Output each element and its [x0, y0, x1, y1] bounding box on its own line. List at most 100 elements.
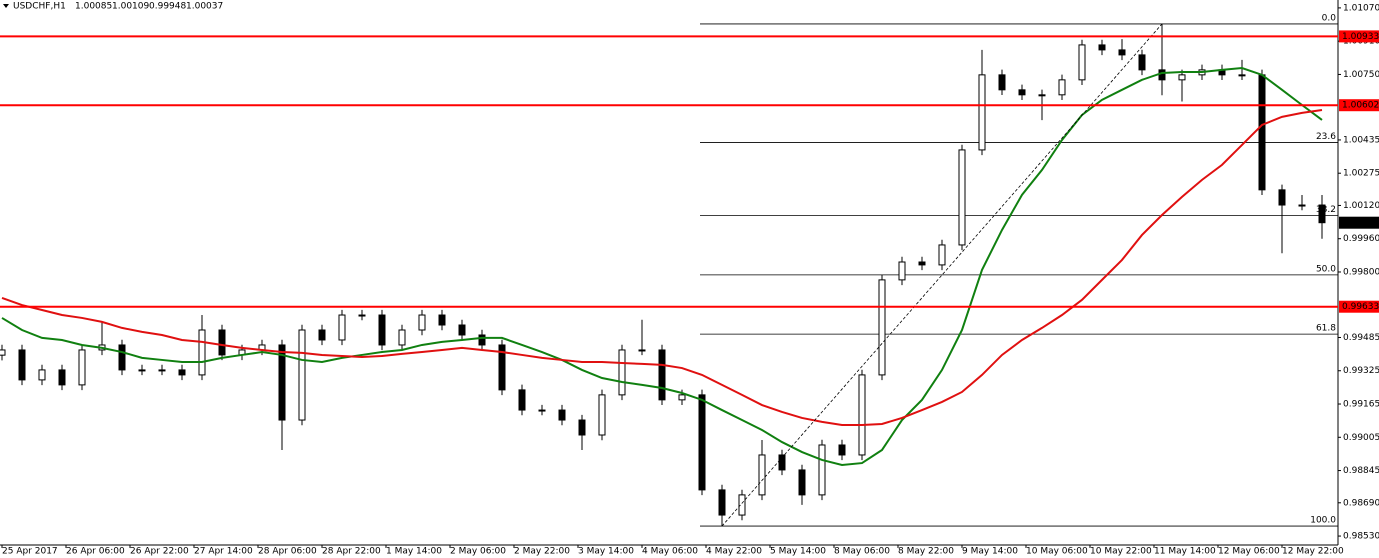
candle-body [0, 349, 6, 356]
fib-label: 23.6 [1316, 132, 1336, 142]
price-label: 1.00037 [1342, 218, 1379, 228]
x-tick-label: 8 May 22:00 [898, 547, 954, 557]
y-tick-label: 1.00275 [1343, 169, 1379, 179]
candle-body [678, 394, 686, 401]
candle-body [998, 74, 1006, 91]
x-tick-label: 9 May 14:00 [962, 547, 1018, 557]
level-label: 0.99633 [1342, 302, 1379, 312]
level-label-box [1339, 99, 1379, 112]
menu-arrow[interactable] [3, 4, 9, 8]
x-tick-label: 25 Apr 2017 [2, 547, 58, 557]
candle-body [878, 279, 886, 376]
header-low: 0.99948 [149, 2, 186, 12]
x-tick-label: 11 May 14:00 [1154, 547, 1216, 557]
candle-body [398, 329, 406, 346]
candle-body [1018, 89, 1026, 96]
candle-body [658, 349, 666, 401]
fib-label: 61.8 [1316, 324, 1336, 334]
level-label: 1.00933 [1342, 32, 1379, 42]
candle-body [898, 261, 906, 281]
level-label-box [1339, 30, 1379, 43]
x-tick-label: 26 Apr 22:00 [130, 547, 189, 557]
candle-body [518, 389, 526, 411]
fib-label: 0.0 [1322, 13, 1337, 23]
y-tick-label: 1.00435 [1343, 135, 1379, 145]
y-tick-label: 0.99485 [1343, 333, 1379, 343]
moving-average [1, 66, 1323, 466]
candle-body [638, 349, 646, 352]
x-tick-label: 1 May 14:00 [386, 547, 442, 557]
candle-body [1098, 44, 1106, 51]
y-tick-label: 1.00120 [1343, 201, 1379, 211]
candle-body [138, 369, 146, 372]
candle-body [358, 314, 366, 317]
candle-body [1158, 69, 1166, 81]
y-tick-label: 0.99800 [1343, 267, 1379, 277]
candle-body [1038, 94, 1046, 97]
moving-average [1, 109, 1323, 427]
x-tick-label: 12 May 22:00 [1282, 547, 1344, 557]
candle-body [1058, 79, 1066, 96]
candle-body [18, 349, 26, 381]
y-tick-label: 0.99325 [1343, 366, 1379, 376]
candle-body [178, 369, 186, 376]
x-tick-label: 10 May 06:00 [1026, 547, 1088, 557]
candle-body [938, 244, 946, 266]
y-tick-label: 0.99960 [1343, 234, 1379, 244]
candle-body [198, 329, 206, 376]
candle-body [598, 394, 606, 436]
x-tick-label: 2 May 06:00 [450, 547, 506, 557]
candle-body [758, 454, 766, 496]
candle-body [1138, 54, 1146, 71]
candle-body [58, 369, 66, 386]
x-tick-label: 10 May 22:00 [1090, 547, 1152, 557]
candle-body [1118, 49, 1126, 56]
candle-body [778, 454, 786, 471]
candle-body [718, 489, 726, 516]
candle-body [1238, 74, 1246, 77]
candle-body [618, 349, 626, 396]
candle-body [218, 329, 226, 356]
candle-body [438, 314, 446, 326]
candle-body [458, 324, 466, 336]
candle-body [1278, 189, 1286, 206]
fib-label: 100.0 [1310, 516, 1336, 526]
x-tick-label: 4 May 22:00 [706, 547, 762, 557]
level-label-box [1339, 300, 1379, 313]
candle-body [378, 314, 386, 346]
candle-body [38, 369, 46, 381]
x-tick-label: 28 Apr 06:00 [258, 547, 317, 557]
candle-body [738, 494, 746, 516]
candle-body [1318, 204, 1326, 224]
x-tick-label: 4 May 06:00 [642, 547, 698, 557]
x-tick-label: 12 May 06:00 [1218, 547, 1280, 557]
y-tick-label: 0.99165 [1343, 400, 1379, 410]
candle-body [278, 344, 286, 421]
fib-label: 38.2 [1316, 205, 1336, 215]
candle-body [558, 409, 566, 421]
candle-body [798, 469, 806, 496]
y-tick-label: 0.98690 [1343, 498, 1379, 508]
candle-body [1078, 44, 1086, 81]
symbol: USDCHF,H1 [13, 2, 66, 12]
candle-body [78, 349, 86, 386]
candle-body [698, 394, 706, 491]
candle-body [918, 261, 926, 266]
candle-body [538, 409, 546, 412]
candle-body [1298, 204, 1306, 207]
x-tick-label: 8 May 06:00 [834, 547, 890, 557]
candle-body [1258, 74, 1266, 191]
level-label: 1.00602 [1342, 101, 1379, 111]
x-tick-label: 5 May 14:00 [770, 547, 826, 557]
y-tick-label: 1.01070 [1343, 3, 1379, 13]
candle-body [1178, 74, 1186, 81]
candle-body [838, 444, 846, 456]
y-tick-label: 1.00750 [1343, 70, 1379, 80]
y-tick-label: 0.98530 [1343, 532, 1379, 542]
x-tick-label: 26 Apr 06:00 [66, 547, 125, 557]
candle-body [578, 419, 586, 436]
candle-body [978, 74, 986, 151]
candle-body [418, 314, 426, 331]
